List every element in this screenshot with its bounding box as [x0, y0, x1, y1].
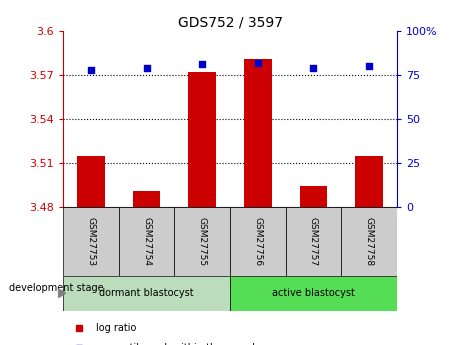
- Point: [310, 65, 317, 71]
- Bar: [119, 207, 175, 276]
- Text: log ratio: log ratio: [96, 323, 136, 333]
- Bar: [230, 207, 285, 276]
- Point: [254, 60, 262, 66]
- Bar: [299, 186, 327, 207]
- Bar: [63, 276, 230, 310]
- Bar: [63, 207, 119, 276]
- Text: GSM27753: GSM27753: [87, 217, 96, 266]
- Text: active blastocyst: active blastocyst: [272, 288, 355, 298]
- Bar: [341, 207, 397, 276]
- Bar: [244, 59, 272, 207]
- Bar: [285, 207, 341, 276]
- Bar: [175, 207, 230, 276]
- Text: GSM27757: GSM27757: [309, 217, 318, 266]
- Point: [143, 65, 150, 71]
- Text: GSM27755: GSM27755: [198, 217, 207, 266]
- Point: [198, 62, 206, 67]
- Bar: [355, 156, 383, 207]
- Text: GSM27754: GSM27754: [142, 217, 151, 266]
- Bar: [133, 191, 161, 207]
- Bar: [189, 72, 216, 207]
- Point: [365, 63, 373, 69]
- Bar: [77, 156, 105, 207]
- Point: [87, 67, 95, 72]
- Text: GSM27758: GSM27758: [364, 217, 373, 266]
- Text: dormant blastocyst: dormant blastocyst: [99, 288, 194, 298]
- Text: GSM27756: GSM27756: [253, 217, 262, 266]
- Text: development stage: development stage: [9, 283, 104, 293]
- Text: percentile rank within the sample: percentile rank within the sample: [96, 344, 261, 345]
- Title: GDS752 / 3597: GDS752 / 3597: [178, 16, 282, 30]
- Bar: [230, 276, 397, 310]
